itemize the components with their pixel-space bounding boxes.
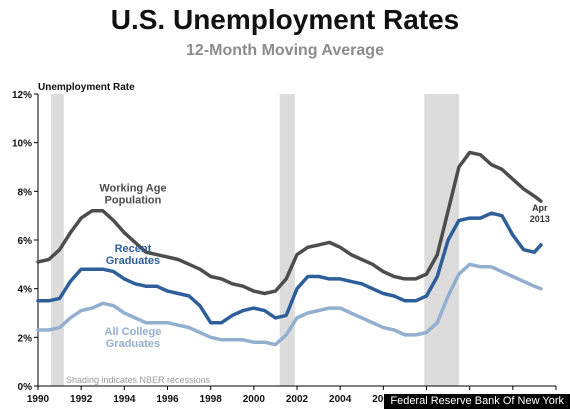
y-tick-label: 6% — [18, 236, 33, 247]
series-line-3 — [36, 262, 543, 347]
x-tick-label: 2002 — [286, 394, 309, 405]
series-lines — [36, 150, 543, 347]
recession-band-1 — [50, 94, 64, 386]
x-tick-label: 1998 — [200, 394, 223, 405]
y-tick-label: 4% — [18, 285, 33, 296]
y-axis-label: Unemployment Rate — [38, 82, 135, 93]
y-tick-label: 8% — [18, 187, 33, 198]
axes: 0% 2% 4% 6% 8% 10% 12% 1990 1992 1994 1996 1998 2000… — [12, 90, 568, 405]
y-tick-label: 12% — [12, 90, 32, 101]
end-date-label: Apr 2013 — [530, 203, 550, 224]
x-tick-label: 1996 — [156, 394, 179, 405]
y-tick-label: 0% — [18, 382, 33, 393]
x-tick-label: 2004 — [329, 394, 352, 405]
source-credit: Federal Reserve Bank Of New York — [384, 394, 570, 409]
chart-subtitle: 12-Month Moving Average — [186, 42, 384, 59]
recession-note: Shading indicates NBER recessions — [66, 375, 211, 385]
series-label-1: Working Age Population — [99, 182, 166, 206]
series-label-2: Recent Graduates — [106, 243, 160, 267]
x-tick-label: 1992 — [70, 394, 93, 405]
series-labels: Working Age Population Recent Graduates All … — [99, 182, 549, 350]
x-tick-label: 1994 — [113, 394, 136, 405]
series-line-2 — [36, 211, 543, 325]
recession-band-2 — [279, 94, 295, 386]
x-tick-label: 2000 — [243, 394, 266, 405]
x-tick-label: 2006 — [372, 394, 395, 405]
chart-title: U.S. Unemployment Rates — [110, 4, 460, 35]
y-tick-label: 2% — [18, 333, 33, 344]
series-label-3: All College Graduates — [105, 326, 162, 350]
y-tick-label: 10% — [12, 139, 32, 150]
recession-bands — [50, 94, 459, 386]
series-line-1 — [36, 150, 543, 296]
x-tick-label: 1990 — [27, 394, 50, 405]
